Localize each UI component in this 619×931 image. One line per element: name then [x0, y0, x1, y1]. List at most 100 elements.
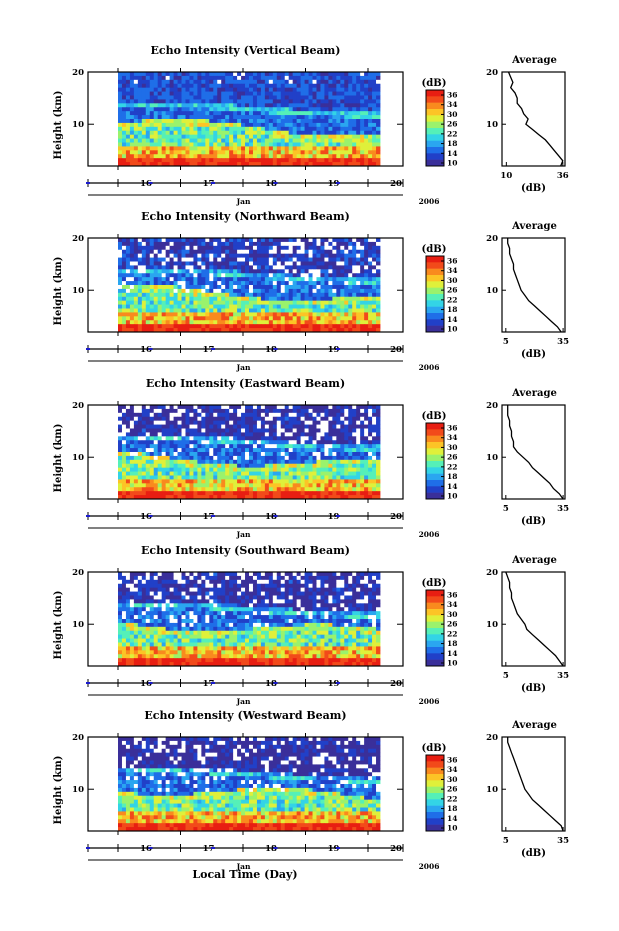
heatmap-cell — [217, 126, 222, 132]
heatmap-cell — [272, 87, 278, 92]
heatmap-cell — [177, 471, 182, 476]
heatmap-cell — [225, 273, 230, 278]
heatmap-cell — [221, 308, 226, 313]
heatmap-cell — [264, 154, 270, 159]
heatmap-cell — [344, 495, 349, 500]
heatmap-cell — [165, 75, 171, 81]
heatmap-cell — [288, 281, 294, 286]
heatmap-cell — [161, 87, 167, 92]
heatmap-cell — [141, 463, 147, 469]
heatmap-cell — [328, 107, 333, 112]
heatmap-cell — [256, 436, 262, 441]
heatmap-cell — [153, 436, 159, 441]
heatmap-cell — [125, 75, 131, 81]
heatmap-cell — [348, 448, 353, 453]
heatmap-cell — [292, 107, 298, 112]
heatmap-cell — [256, 316, 262, 321]
heatmap-cell — [189, 269, 194, 274]
heatmap-cell — [364, 238, 369, 243]
heatmap-cell — [249, 154, 254, 159]
heatmap-cell — [197, 269, 202, 274]
heatmap-cell — [324, 463, 329, 469]
heatmap-cell — [201, 154, 206, 159]
heatmap-cell — [213, 471, 218, 476]
heatmap-cell — [320, 296, 325, 302]
heatmap-cell — [233, 420, 238, 425]
heatmap-cell — [312, 304, 317, 309]
heatmap-cell — [308, 448, 313, 453]
heatmap-cell — [137, 316, 143, 321]
heatmap-cell — [145, 308, 151, 313]
heatmap-cell — [344, 122, 349, 128]
heatmap-cell — [300, 245, 305, 251]
heatmap-cell — [296, 245, 302, 251]
heatmap-cell — [189, 448, 194, 453]
colorbar-swatch — [426, 109, 444, 116]
heatmap-cell — [276, 111, 282, 116]
heatmap-cell — [308, 249, 313, 255]
heatmap-cell — [169, 304, 174, 309]
heatmap-cell — [233, 281, 238, 286]
heatmap-cell — [189, 130, 194, 136]
heatmap-cell — [233, 91, 238, 96]
heatmap-cell — [241, 420, 246, 425]
heatmap-cell — [129, 269, 135, 274]
heatmap-cell — [229, 312, 234, 317]
heatmap-cell — [157, 420, 163, 425]
heatmap-cell — [229, 75, 234, 81]
heatmap-cell — [153, 296, 159, 302]
heatmap-cell — [284, 328, 290, 333]
heatmap-cell — [328, 408, 333, 414]
heatmap-cell — [153, 130, 159, 136]
heatmap-cell — [368, 158, 373, 163]
heatmap-cell — [272, 281, 278, 286]
heatmap-cell — [268, 241, 274, 247]
colorbar-tick-label: 10 — [447, 325, 457, 334]
heatmap-cell — [205, 273, 210, 278]
heatmap-cell — [352, 107, 357, 112]
heatmap-cell — [332, 122, 337, 128]
heatmap-cell — [296, 83, 302, 89]
heatmap-cell — [237, 257, 242, 262]
heatmap-cell — [149, 483, 155, 488]
heatmap-cell — [356, 79, 361, 85]
heatmap-cell — [348, 277, 353, 282]
heatmap-cell — [356, 158, 361, 163]
heatmap-cell — [165, 405, 171, 410]
heatmap-cell — [189, 99, 194, 104]
heatmap-cell — [221, 91, 226, 96]
heatmap-cell — [360, 304, 365, 309]
heatmap-cell — [276, 138, 282, 143]
heatmap-cells — [118, 72, 381, 167]
heatmap-cell — [141, 91, 147, 96]
heatmap-cell — [368, 126, 373, 132]
heatmap-cell — [352, 459, 357, 465]
heatmap-cell — [205, 249, 210, 255]
heatmap-cell — [213, 103, 218, 108]
heatmap-cell — [197, 91, 202, 96]
heatmap-cell — [308, 412, 313, 418]
heatmap-cell — [165, 455, 171, 461]
heatmap-cell — [316, 312, 321, 317]
heatmap-cell — [157, 138, 163, 143]
heatmap-cell — [304, 281, 309, 286]
heatmap-cell — [356, 471, 361, 476]
heatmap-cell — [280, 328, 286, 333]
heatmap-cell — [352, 99, 357, 104]
heatmap-cell — [316, 72, 321, 77]
heatmap-cell — [328, 424, 333, 429]
heatmap-cell — [324, 277, 329, 282]
heatmap-cell — [304, 487, 309, 492]
heatmap-cell — [260, 463, 266, 469]
heatmap-cell — [201, 316, 206, 321]
heatmap-cell — [336, 75, 341, 81]
heatmap-cell — [340, 257, 345, 262]
heatmap-cell — [368, 491, 373, 496]
heatmap-cell — [141, 428, 147, 433]
heatmap-cell — [221, 304, 226, 309]
heatmap-cell — [304, 416, 309, 422]
heatmap-cell — [145, 487, 151, 492]
heatmap-cell — [344, 448, 349, 453]
heatmap-cell — [336, 428, 341, 433]
heatmap-cell — [177, 285, 182, 290]
